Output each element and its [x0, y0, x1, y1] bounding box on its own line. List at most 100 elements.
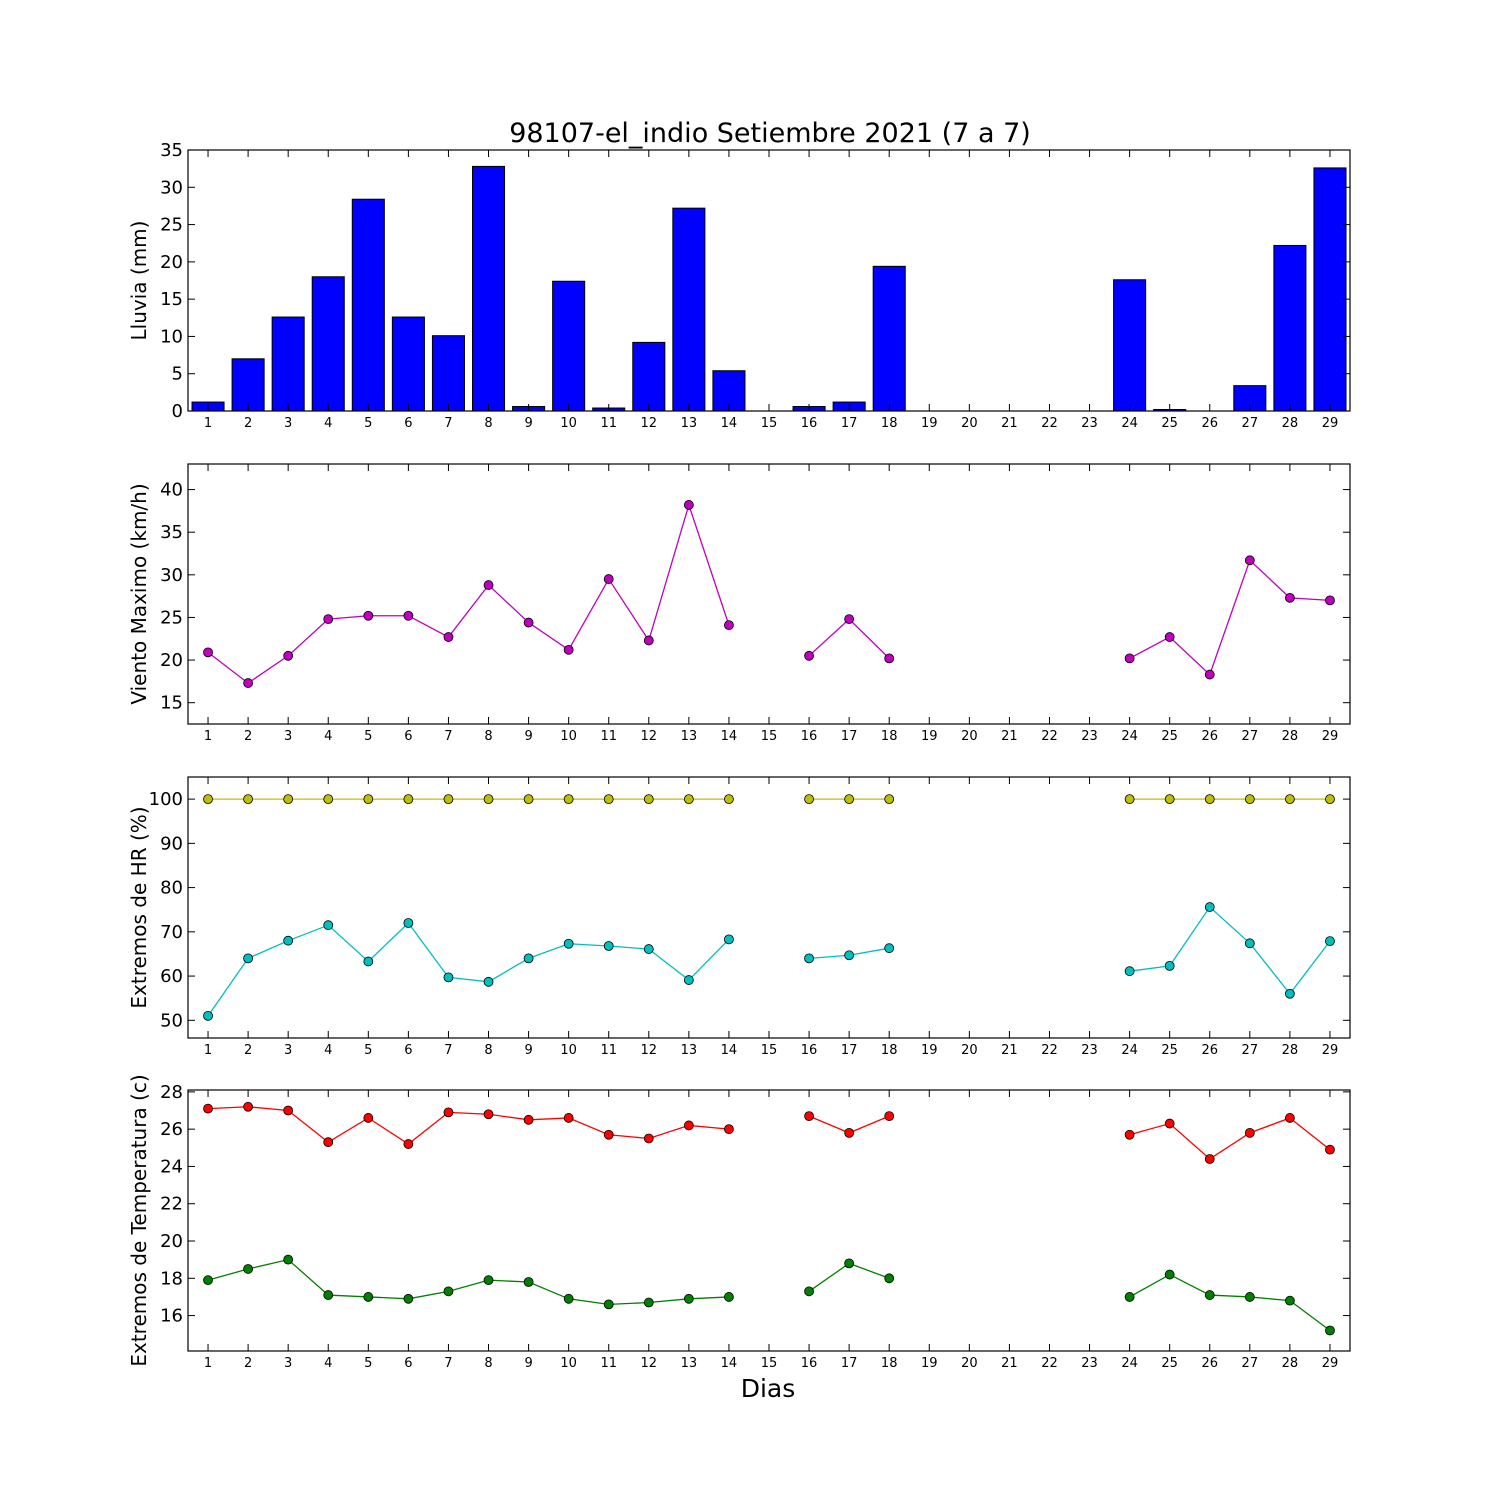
x-tick-label: 5: [364, 1043, 372, 1058]
series-1-point-day-24: [1124, 1129, 1135, 1140]
series-1-point-day-4: [323, 794, 334, 805]
series-1-point-day-3: [283, 650, 294, 661]
series-1-point-day-17: [844, 794, 855, 805]
series-1-point-day-11: [603, 1129, 614, 1140]
y-tick-label: 5: [172, 364, 183, 385]
series-1-point-day-17: [844, 614, 855, 625]
x-tick-label: 9: [524, 1043, 532, 1058]
x-tick-label: 8: [484, 416, 492, 431]
series-2-point-day-28: [1285, 1295, 1295, 1306]
x-tick-label: 29: [1322, 416, 1339, 431]
series-1-point-day-9: [523, 1114, 534, 1125]
x-tick-label: 26: [1201, 729, 1218, 744]
series-1-point-day-18: [884, 653, 895, 664]
y-tick-label: 15: [160, 693, 183, 714]
x-tick-label: 20: [961, 729, 978, 744]
series-1-point-day-7: [443, 1107, 454, 1118]
y-tick-label: 24: [160, 1156, 183, 1177]
x-tick-label: 8: [484, 1356, 492, 1371]
x-tick-label: 3: [284, 729, 292, 744]
bar-day-2: [231, 358, 265, 412]
series-1-point-day-6: [403, 610, 414, 621]
series-1-point-day-27: [1244, 555, 1255, 566]
x-tick-label: 9: [524, 416, 532, 431]
x-tick-label: 23: [1081, 1043, 1098, 1058]
bar-day-18: [872, 265, 906, 412]
x-tick-label: 19: [921, 729, 938, 744]
x-tick-label: 6: [404, 1043, 412, 1058]
x-tick-label: 16: [801, 729, 818, 744]
series-1-point-day-2: [243, 1101, 254, 1112]
series-2-point-day-18: [884, 1273, 895, 1284]
series-1-point-day-4: [323, 1137, 334, 1148]
series-1-point-day-4: [323, 614, 334, 625]
bar-day-12: [632, 341, 666, 412]
series-1-point-day-13: [683, 1120, 694, 1131]
series-2-point-day-3: [283, 935, 294, 946]
x-tick-label: 22: [1041, 729, 1058, 744]
x-tick-label: 12: [641, 1043, 658, 1058]
series-1-point-day-14: [724, 620, 734, 631]
y-tick-label: 70: [160, 922, 183, 943]
x-tick-label: 13: [681, 416, 698, 431]
x-tick-label: 10: [560, 1356, 577, 1371]
y-tick-label: 50: [160, 1010, 183, 1031]
series-1-point-day-10: [563, 1113, 574, 1123]
x-tick-label: 20: [961, 1043, 978, 1058]
series-1-point-day-10: [563, 644, 574, 655]
x-tick-label: 27: [1242, 416, 1259, 431]
series-2-point-day-29: [1325, 1325, 1335, 1336]
x-tick-label: 26: [1201, 1043, 1218, 1058]
x-axis-label: Dias: [741, 1374, 796, 1403]
x-tick-label: 7: [444, 1356, 452, 1371]
y-tick-label: 80: [160, 878, 183, 899]
y-tick-label: 25: [160, 215, 183, 236]
x-tick-label: 17: [841, 729, 858, 744]
x-tick-label: 7: [444, 729, 452, 744]
series-2-point-day-8: [483, 1275, 494, 1286]
series-2-point-day-13: [683, 975, 694, 985]
series-1-point-day-9: [523, 794, 534, 805]
series-1-point-day-18: [884, 1111, 895, 1121]
y-tick-label: 40: [160, 480, 183, 501]
x-tick-label: 6: [404, 729, 412, 744]
bar-day-29: [1313, 167, 1347, 412]
y-tick-label: 90: [160, 833, 183, 854]
series-2-point-day-6: [403, 1293, 414, 1304]
series-1-point-day-7: [443, 632, 454, 642]
y-tick-label: 18: [160, 1268, 183, 1289]
x-tick-label: 6: [404, 1356, 412, 1371]
x-tick-label: 28: [1282, 1043, 1299, 1058]
series-2-point-day-9: [523, 953, 534, 964]
series-2-point-day-14: [724, 934, 734, 945]
series-1-point-day-25: [1164, 794, 1175, 805]
x-tick-label: 1: [204, 729, 212, 744]
series-1-point-day-11: [603, 574, 614, 584]
series-2-line: [1129, 906, 1331, 995]
series-1-point-day-10: [563, 794, 574, 805]
series-2-point-day-16: [804, 1286, 814, 1297]
bar-day-8: [471, 165, 506, 412]
x-tick-label: 4: [324, 1356, 332, 1371]
series-2-line: [207, 1258, 729, 1306]
series-2-point-day-13: [683, 1293, 694, 1304]
series-1-point-day-7: [443, 794, 454, 805]
series-2-point-day-25: [1164, 1269, 1175, 1280]
series-1-point-day-6: [403, 1139, 414, 1149]
series-1-point-day-17: [844, 1127, 855, 1138]
y-tick-label: 60: [160, 966, 183, 987]
x-tick-label: 16: [801, 416, 818, 431]
x-tick-label: 25: [1161, 416, 1178, 431]
series-2-point-day-12: [643, 1297, 654, 1308]
y-axis-label: Lluvia (mm): [127, 221, 151, 341]
x-tick-label: 9: [524, 1356, 532, 1371]
x-tick-label: 22: [1041, 416, 1058, 431]
x-tick-label: 23: [1081, 729, 1098, 744]
plot-area: [188, 777, 1350, 1038]
x-tick-label: 10: [560, 729, 577, 744]
series-1-point-day-26: [1204, 794, 1215, 805]
bar-day-24: [1113, 279, 1147, 412]
x-tick-label: 21: [1001, 1043, 1018, 1058]
x-tick-label: 7: [444, 1043, 452, 1058]
x-tick-label: 12: [641, 416, 658, 431]
